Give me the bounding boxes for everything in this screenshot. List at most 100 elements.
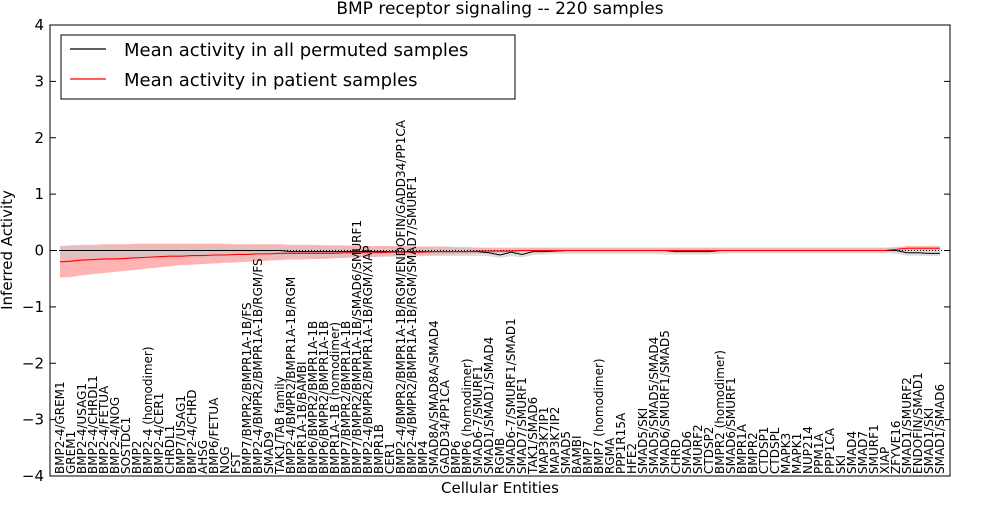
category-label: BMP2 (130, 441, 144, 474)
category-label: BMP2-4/FETUA (97, 385, 111, 474)
category-label: MAPK1 (790, 433, 804, 474)
category-label: SMURF2 (691, 424, 705, 474)
category-label: SMURF1 (867, 424, 881, 474)
legend-box (60, 34, 516, 100)
category-label: BMP2-4/CHRD (185, 390, 199, 474)
category-label: AHSG (196, 440, 210, 474)
category-label: SMAD5/SKI (636, 408, 650, 474)
legend-label-patient: Mean activity in patient samples (124, 70, 418, 91)
category-label: SMAD1/SKI (922, 408, 936, 474)
category-label: SMAD1/SMAD6 (933, 384, 947, 474)
category-label: SOSTDC1 (119, 417, 133, 474)
category-label: BMPR1A-1B/BAMBI (295, 361, 309, 474)
category-label: MAP3K7IP2 (548, 407, 562, 474)
category-label: BMPR1A-1B (homodimer) (328, 322, 342, 474)
legend-label-permuted: Mean activity in all permuted samples (124, 40, 468, 61)
series-line-patient (59, 247, 940, 263)
category-label: BMP2-4/BMPR2/BMPR1A-1B/RGM (284, 277, 298, 474)
category-label: GREM1 (64, 431, 78, 474)
category-label: SMAD1/SMAD1/SMAD4 (482, 337, 496, 474)
category-label: BMP4 (416, 441, 430, 474)
category-label: BMP2-4/BMPR2/BMPR1A-1B/RGM/SMAD7/SMURF1 (405, 176, 419, 474)
category-label: SMAD6/SMURF1 (724, 377, 738, 474)
y-tick-label: −1 (22, 298, 44, 316)
category-label: ZFYVE16 (889, 420, 903, 474)
category-label: BMPR1A (735, 423, 749, 474)
category-label: HFE2 (625, 443, 639, 474)
category-label: SMAD6/SMURF1/SMAD5 (658, 330, 672, 474)
category-label: XIAP (878, 447, 892, 474)
category-label: TAK1/TAB family (273, 376, 287, 475)
x-axis-label: Cellular Entities (441, 479, 559, 497)
category-label: SMAD5 (559, 431, 573, 474)
series-lines (50, 247, 950, 263)
category-label: MAP3K7IP1 (537, 407, 551, 474)
category-label: NUP214 (801, 426, 815, 474)
category-label: PPP1R15A (614, 412, 628, 474)
category-label: CER1 (383, 442, 397, 474)
chart-title: BMP receptor signaling -- 220 samples (336, 0, 663, 19)
category-label: BMP7/BMPR2/BMPR1A-1B/SMAD6/SMURF1 (350, 220, 364, 474)
category-labels: BMP2-4/GREM1GREM1BMP2-4/USAG1BMP2-4/CHRD… (53, 119, 947, 475)
category-label: BMP2-4 (homodimer) (141, 346, 155, 474)
category-label: BMPR2 (homodimer) (713, 350, 727, 474)
category-label: CTDSP2 (702, 427, 716, 474)
category-label: SMAD6-7/SMURF1/SMAD1 (504, 318, 518, 474)
category-label: SMAD4 (845, 431, 859, 474)
category-label: BMPR1B (372, 424, 386, 474)
category-label: BMP6 (449, 441, 463, 474)
category-label: SMAD6-7/SMURF1 (471, 365, 485, 474)
category-label: SMAD6 (680, 431, 694, 474)
category-label: BMP2-4/BMPR2/BMPR1A-1B/RGM/ENDOFIN/GADD3… (394, 119, 408, 474)
category-label: BMP2-4/BMPR2/BMPR1A-1B/RGM/FS (251, 258, 265, 474)
category-label: BMP6 (homodimer) (460, 358, 474, 474)
y-axis-label: Inferred Activity (0, 190, 16, 310)
category-label: BMP6/BMPR2/BMPR1A-1B (306, 321, 320, 474)
category-label: PPM1A (812, 433, 826, 474)
y-tick-label: 3 (34, 72, 44, 90)
category-label: FST (229, 452, 243, 474)
category-label: SKI (834, 455, 848, 474)
permuted-band (60, 246, 940, 259)
category-label: BMP2-4/GREM1 (53, 381, 67, 474)
category-label: SMAD9 (262, 431, 276, 474)
category-label: RGMB (493, 438, 507, 474)
category-label: BMP2-4/NOG (108, 397, 122, 474)
category-label: BMP7/BMPR2/BMPR1A-1B (339, 321, 353, 474)
y-tick-label: −2 (22, 354, 44, 372)
category-label: SMAD5/SMAD5/SMAD4 (647, 337, 661, 474)
category-label: CTDSP1 (757, 427, 771, 474)
category-label: SMAD7 (856, 431, 870, 474)
category-label: BMP7 (581, 441, 595, 474)
category-label: BMP6/FETUA (207, 397, 221, 474)
category-label: BMP7 (homodimer) (592, 358, 606, 474)
category-label: GADD34/PP1CA (438, 379, 452, 474)
category-label: SMAD8A/SMAD8A/SMAD4 (427, 320, 441, 474)
category-label: MAPK3 (779, 433, 793, 474)
category-label: BMP7/USAG1 (174, 395, 188, 474)
category-label: SMAD1/SMURF2 (900, 377, 914, 474)
y-tick-label: 4 (34, 16, 44, 34)
category-label: CTDSPL (768, 427, 782, 474)
category-label: BMP7/BMPR2/BMPR1A-1B/FS (240, 302, 254, 474)
category-label: BMP2-4/BMPR2/BMPR1A-1B/RGM/XIAP (361, 245, 375, 474)
category-label: BMP6/BMPR2/BMPR1A-1B (317, 321, 331, 474)
category-label: TAK1/SMAD6 (526, 397, 540, 475)
confidence-bands (60, 243, 940, 278)
y-tick-label: 0 (34, 242, 44, 260)
category-label: NOG (218, 446, 232, 474)
category-label: SMAD7/SMURF1 (515, 377, 529, 474)
y-tick-label: 2 (34, 129, 44, 147)
category-label: CHRDL1 (163, 425, 177, 474)
category-label: BMP2-4/CER1 (152, 393, 166, 474)
y-axis-ticks: −4 −3 −2 −1 0 1 2 3 4 (22, 16, 950, 485)
category-label: CHRD (669, 439, 683, 474)
category-label: BMP2-4/USAG1 (75, 383, 89, 474)
legend: Mean activity in all permuted samples Me… (60, 34, 516, 100)
category-label: BAMBI (570, 435, 584, 474)
y-tick-label: 1 (34, 185, 44, 203)
category-label: BMP2-4/CHRDL1 (86, 375, 100, 474)
y-tick-label: −3 (22, 411, 44, 429)
